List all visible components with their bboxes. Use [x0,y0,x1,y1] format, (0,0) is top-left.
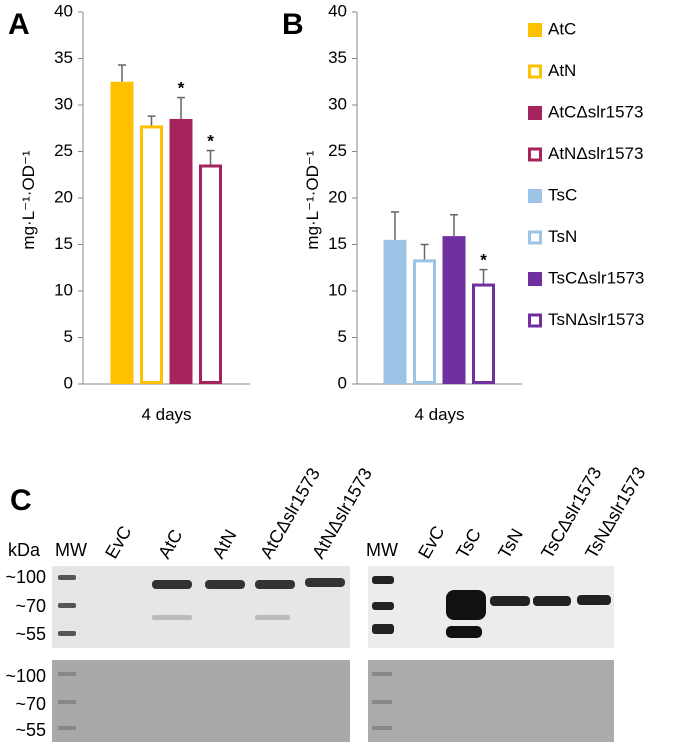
y-tick-label: 40 [328,1,347,20]
bar [110,81,134,384]
legend-label: TsN [548,227,577,246]
panel-label: C [10,484,32,517]
bar [472,283,495,384]
panel-label: B [282,8,304,41]
y-tick-label: 20 [54,187,73,206]
y-tick-label: 25 [54,141,73,160]
y-tick-label: 25 [328,141,347,160]
legend-swatch [528,106,542,120]
bar [169,118,193,384]
x-tick-label: 4 days [414,405,464,424]
legend-swatch [528,147,542,162]
lane-label: MW [55,540,87,560]
y-tick-label: 30 [328,94,347,113]
legend-swatch [528,23,542,37]
lane-label: MW [366,540,398,560]
bar [413,259,436,385]
x-tick-label: 4 days [141,405,191,424]
gel-image [368,660,614,742]
y-tick-label: 10 [54,280,73,299]
lane-label: AtC [154,526,186,562]
blot-bands [58,575,611,730]
y-tick-label: 10 [328,280,347,299]
y-tick-label: 0 [64,373,73,392]
y-tick-label: 35 [328,48,347,67]
significance-mark: * [480,251,487,270]
y-tick-label: 40 [54,1,73,20]
significance-mark: * [178,79,185,98]
y-tick-label: 35 [54,48,73,67]
marker-label: ~55 [15,624,46,644]
gel-image [52,660,350,742]
y-tick-label: 15 [54,234,73,253]
panel-label: A [8,8,30,41]
lane-label: TsC [452,525,485,562]
marker-label: ~100 [5,666,46,686]
legend-swatch [528,230,542,245]
significance-mark: * [207,132,214,151]
marker-label: ~70 [15,596,46,616]
marker-label: ~55 [15,720,46,740]
legend-label: TsCΔslr1573 [548,268,644,287]
bar [442,236,466,384]
bar [199,164,222,384]
lane-label: EvC [414,523,448,562]
marker-label: ~70 [15,694,46,714]
y-axis-label: mg·L⁻¹·OD⁻¹ [19,150,38,250]
legend-label: AtC [548,19,576,38]
y-tick-label: 5 [338,327,347,346]
marker-label: ~100 [5,567,46,587]
unit-label: kDa [8,540,41,560]
lane-label: TsN [494,525,527,562]
blot-image [52,566,350,648]
lane-label: EvC [101,523,135,562]
legend-label: TsNΔslr1573 [548,310,644,329]
bar [383,239,407,384]
legend-label: TsC [548,185,577,204]
y-axis-label: mg·L⁻¹·OD⁻¹ [303,150,322,250]
y-tick-label: 15 [328,234,347,253]
bar [140,125,163,384]
blot-image [368,566,614,648]
legend-swatch [528,313,542,328]
legend-swatch [528,64,542,79]
y-tick-label: 0 [338,373,347,392]
legend-label: AtNΔslr1573 [548,144,643,163]
y-tick-label: 20 [328,187,347,206]
y-tick-label: 30 [54,94,73,113]
lane-label: AtN [208,526,240,562]
legend-label: AtN [548,61,576,80]
legend-label: AtCΔslr1573 [548,102,643,121]
y-tick-label: 5 [64,327,73,346]
legend-swatch [528,189,542,203]
legend-swatch [528,272,542,286]
